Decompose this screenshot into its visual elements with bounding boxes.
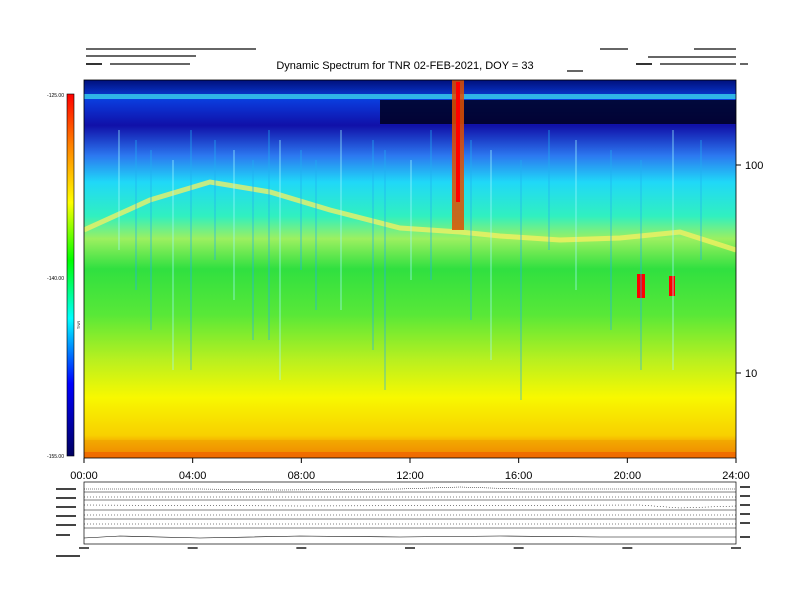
hk-tick-label: [296, 547, 307, 549]
colorbar-label: TNR: [76, 321, 81, 329]
header-info-right: [567, 48, 748, 72]
housekeeping-trace: [83, 535, 736, 539]
colorbar: -125.00 -140.00 -155.00 TNR: [47, 93, 81, 460]
spectral-streak: [279, 140, 281, 380]
hk-tick-label: [79, 547, 89, 549]
spectral-streak: [268, 130, 270, 340]
spectral-streak: [610, 150, 612, 330]
spectral-streak: [315, 160, 317, 310]
x-tick-label: 08:00: [288, 470, 316, 482]
spectral-streaks: [118, 130, 702, 400]
spectral-streak: [672, 130, 674, 370]
spectral-streak: [575, 140, 577, 290]
spectral-streak: [470, 140, 472, 320]
frequency-axis: 100 10: [736, 160, 763, 380]
spectral-streak: [135, 140, 137, 290]
spectral-streak: [430, 130, 432, 280]
x-tick-label: 24:00: [722, 470, 750, 482]
y-tick-label: 100: [745, 160, 763, 172]
spectral-streak: [548, 130, 550, 250]
colorbar-tick-label: -125.00: [47, 93, 64, 99]
spectral-streak: [118, 130, 120, 250]
spectral-streak: [372, 140, 374, 350]
time-axis: 00:00 04:00 08:00 12:00 16:00 20:00 24:00: [70, 458, 750, 482]
spectral-streak: [640, 160, 642, 370]
low-frequency-floor-edge: [84, 452, 736, 458]
event-column: [456, 82, 460, 202]
spectral-streak: [252, 160, 254, 340]
x-tick-label: 20:00: [614, 470, 642, 482]
x-tick-label: 12:00: [396, 470, 424, 482]
top-dark-band: [380, 100, 736, 124]
colorbar-tick-label: -140.00: [47, 276, 64, 282]
spectral-streak: [172, 160, 174, 370]
spectral-streak: [700, 140, 702, 260]
hk-tick-label: [187, 547, 198, 549]
housekeeping-trace: [83, 504, 737, 509]
spectral-streak: [214, 140, 216, 260]
spectral-streak: [520, 160, 522, 400]
colorbar-gradient: [66, 93, 75, 457]
hk-tick-label: [622, 547, 633, 549]
yellow-ridge: [84, 179, 736, 253]
spectral-streak: [233, 150, 235, 300]
spectral-streak: [340, 130, 342, 310]
housekeeping-panel: [56, 481, 750, 557]
event-column: [669, 276, 675, 296]
x-tick-label: 16:00: [505, 470, 533, 482]
spectral-streak: [490, 150, 492, 360]
chart-title: Dynamic Spectrum for TNR 02-FEB-2021, DO…: [276, 60, 533, 72]
hk-tick-label: [513, 547, 524, 549]
spectral-streak: [150, 150, 152, 330]
housekeeping-trace: [84, 486, 736, 491]
header-info-left: [86, 48, 256, 65]
spectral-streak: [300, 150, 302, 270]
hk-tick-label: [405, 547, 415, 549]
spectrogram-background: [84, 80, 736, 458]
spectral-streak: [410, 160, 412, 280]
event-column: [637, 274, 645, 298]
x-tick-label: 04:00: [179, 470, 207, 482]
x-tick-label: 00:00: [70, 470, 98, 482]
spectral-streak: [190, 130, 192, 370]
spectrogram: [84, 80, 736, 458]
hk-tick-label: [731, 547, 741, 549]
colorbar-tick-label: -155.00: [47, 454, 64, 460]
spectral-streak: [384, 150, 386, 390]
housekeeping-frame: [83, 481, 737, 545]
housekeeping-time-axis: [79, 547, 741, 549]
top-cyan-stripe: [84, 94, 736, 99]
y-tick-label: 10: [745, 368, 757, 380]
